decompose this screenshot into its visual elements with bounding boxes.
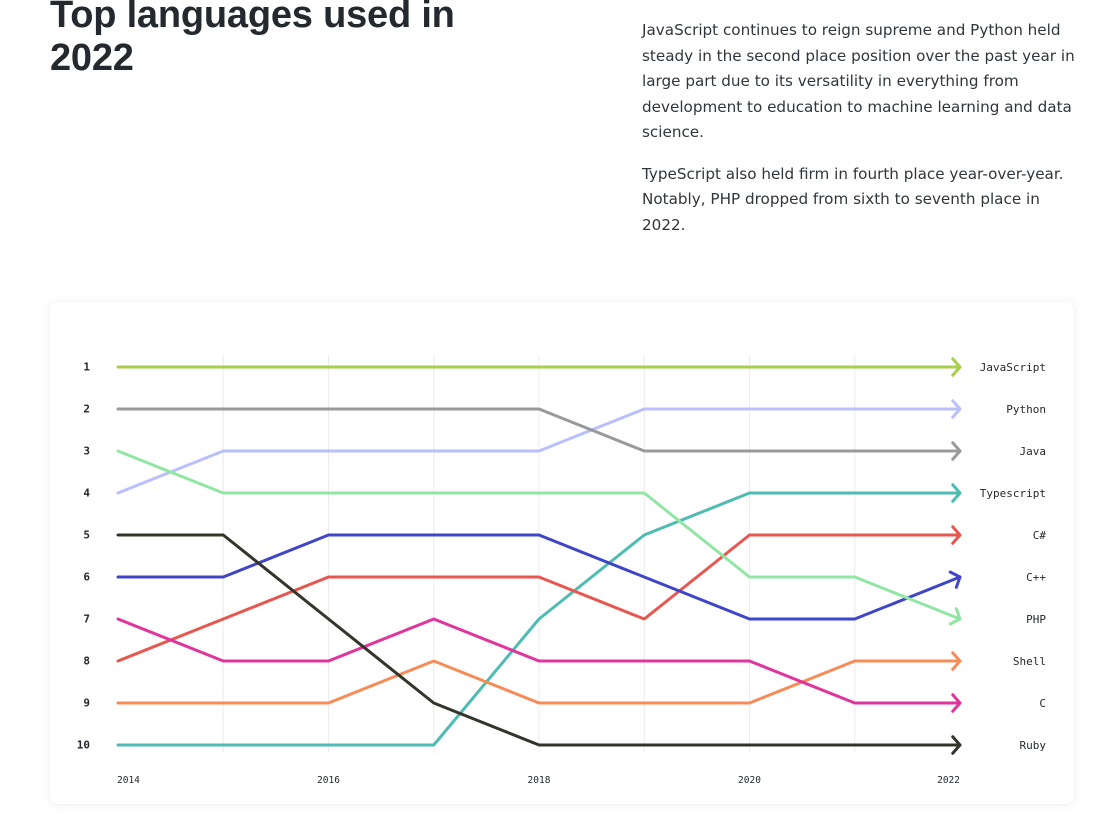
- series-arrow: [951, 735, 962, 755]
- y-tick-label: 9: [83, 697, 90, 710]
- series-line: [116, 617, 962, 705]
- series-arrow: [951, 525, 962, 545]
- description-paragraph: JavaScript continues to reign supreme an…: [642, 21, 1075, 141]
- series-arrow: [951, 441, 962, 461]
- y-tick-label: 10: [77, 739, 90, 752]
- series-arrow: [948, 570, 962, 589]
- series-line: [116, 659, 962, 705]
- x-tick-label: 2014: [117, 775, 140, 786]
- series-line: [116, 407, 962, 495]
- x-tick-label: 2022: [937, 775, 960, 786]
- series-label: Java: [1020, 445, 1047, 458]
- series-label: Ruby: [1020, 739, 1047, 752]
- series-arrow: [948, 607, 962, 626]
- series-label: PHP: [1026, 613, 1046, 626]
- series-label: C++: [1026, 571, 1046, 584]
- series-label: Shell: [1013, 655, 1046, 668]
- y-tick-label: 4: [83, 487, 90, 500]
- x-tick-label: 2018: [528, 775, 551, 786]
- series-arrow: [951, 693, 962, 713]
- y-tick-label: 1: [83, 361, 90, 374]
- description: JavaScript continues to reign supreme an…: [642, 18, 1080, 254]
- series-arrow: [951, 357, 962, 377]
- chart-card: 1 2 3 4 5 6 7 8 9 10 2014 2016 2018 2020 2022 JavaScrip…: [50, 302, 1074, 804]
- series-line: [116, 533, 962, 747]
- y-tick-label: 7: [83, 613, 90, 626]
- series-arrow: [951, 651, 962, 671]
- y-tick-label: 8: [83, 655, 90, 668]
- series-label: C#: [1033, 529, 1047, 542]
- x-tick-label: 2016: [317, 775, 340, 786]
- series-line: [116, 407, 962, 453]
- description-paragraph: TypeScript also held firm in fourth plac…: [642, 164, 1064, 234]
- series-arrow: [951, 399, 962, 419]
- series-label: Python: [1006, 403, 1046, 416]
- series-label: JavaScript: [980, 361, 1046, 374]
- y-tick-label: 3: [83, 445, 90, 458]
- series-line: [116, 533, 962, 663]
- y-tick-label: 5: [83, 529, 90, 542]
- x-tick-label: 2020: [738, 775, 761, 786]
- series-line: [116, 449, 962, 621]
- series-arrow: [951, 483, 962, 503]
- series-line: [116, 491, 962, 747]
- y-tick-label: 2: [83, 403, 90, 416]
- series-label: C: [1039, 697, 1046, 710]
- series-label: Typescript: [980, 487, 1046, 500]
- y-tick-label: 6: [83, 571, 90, 584]
- bump-chart: 1 2 3 4 5 6 7 8 9 10 2014 2016 2018 2020 2022 JavaScrip…: [77, 355, 1047, 786]
- page-title: Top languages used in 2022: [50, 0, 455, 79]
